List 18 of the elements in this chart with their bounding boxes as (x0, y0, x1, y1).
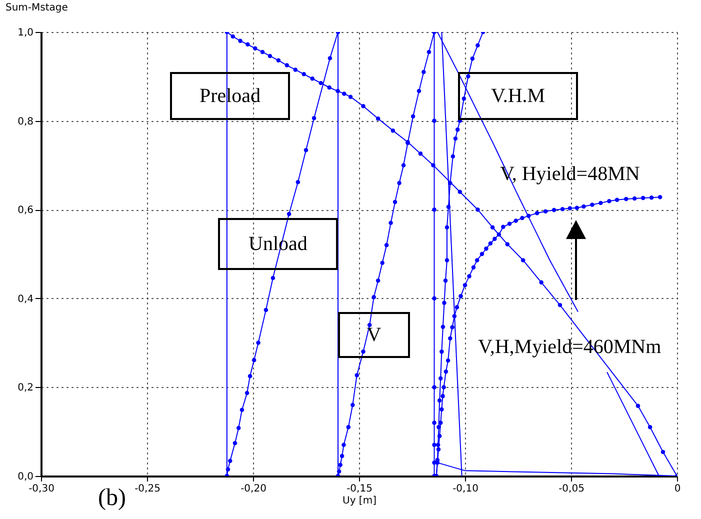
y-tick-label: 0,0 (18, 472, 34, 482)
annotation: V (338, 312, 410, 358)
x-tick-label: -0,15 (346, 484, 372, 494)
x-axis-title: Uy [m] (342, 496, 377, 506)
text: (b) (98, 485, 126, 511)
x-tick-label: -0,20 (240, 484, 266, 494)
annotation: V.H.M (458, 72, 578, 120)
x-tick-label: 0 (674, 484, 681, 494)
x-tick-label: -0,10 (452, 484, 478, 494)
y-tick-label: 1,0 (18, 28, 34, 38)
y-tick-label: 0,8 (18, 116, 34, 128)
x-tick-label: -0,05 (558, 484, 584, 494)
y-tick-label: 0,6 (18, 205, 34, 216)
x-tick-label: -0,30 (28, 484, 54, 494)
y-tick-label: 0,4 (18, 294, 34, 305)
y-axis-title: Sum-Mstage (6, 2, 68, 14)
y-tick-label: 0,2 (18, 382, 34, 394)
x-tick-label: -0,25 (134, 484, 160, 494)
